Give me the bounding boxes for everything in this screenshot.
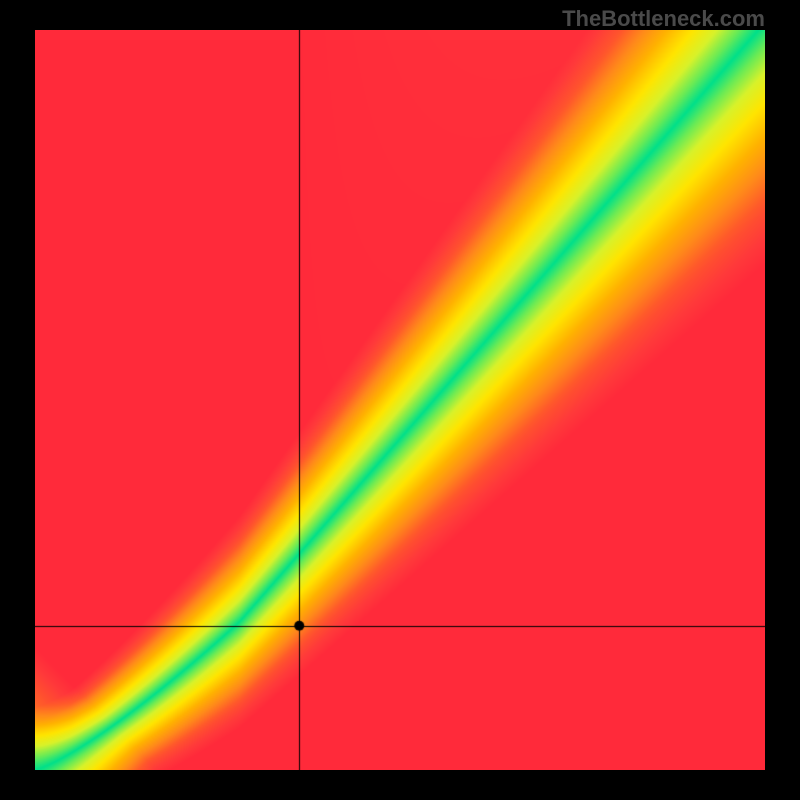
chart-container: TheBottleneck.com [0, 0, 800, 800]
watermark-text: TheBottleneck.com [562, 6, 765, 32]
bottleneck-heatmap [35, 30, 765, 770]
